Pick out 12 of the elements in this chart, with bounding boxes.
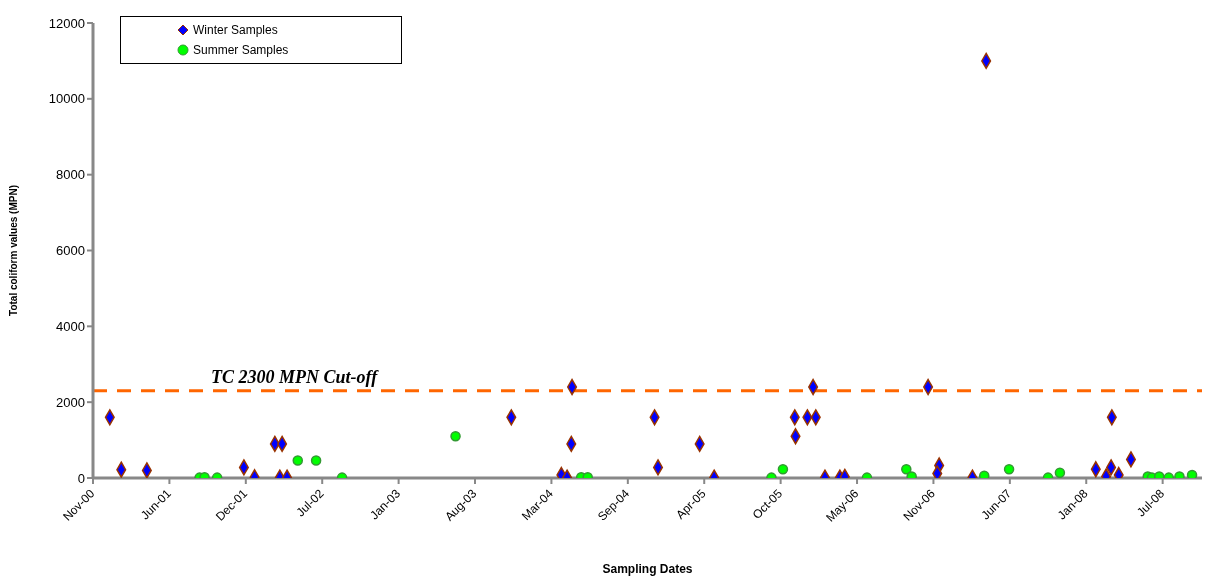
y-tick-label: 4000 (56, 318, 85, 334)
legend-label: Summer Samples (193, 43, 289, 57)
y-tick-label: 12000 (48, 15, 85, 31)
x-axis-title: Sampling Dates (602, 562, 693, 576)
ref-line-label: TC 2300 MPN Cut-off (211, 366, 380, 387)
y-tick-label: 0 (77, 470, 85, 486)
y-tick-label: 8000 (56, 167, 85, 183)
y-tick-label: 10000 (48, 91, 85, 107)
y-tick-label: 6000 (56, 243, 85, 259)
y-axis-title: Total coliform values (MPN) (7, 185, 19, 316)
legend-label: Winter Samples (193, 23, 278, 37)
y-tick-label: 2000 (56, 394, 85, 410)
